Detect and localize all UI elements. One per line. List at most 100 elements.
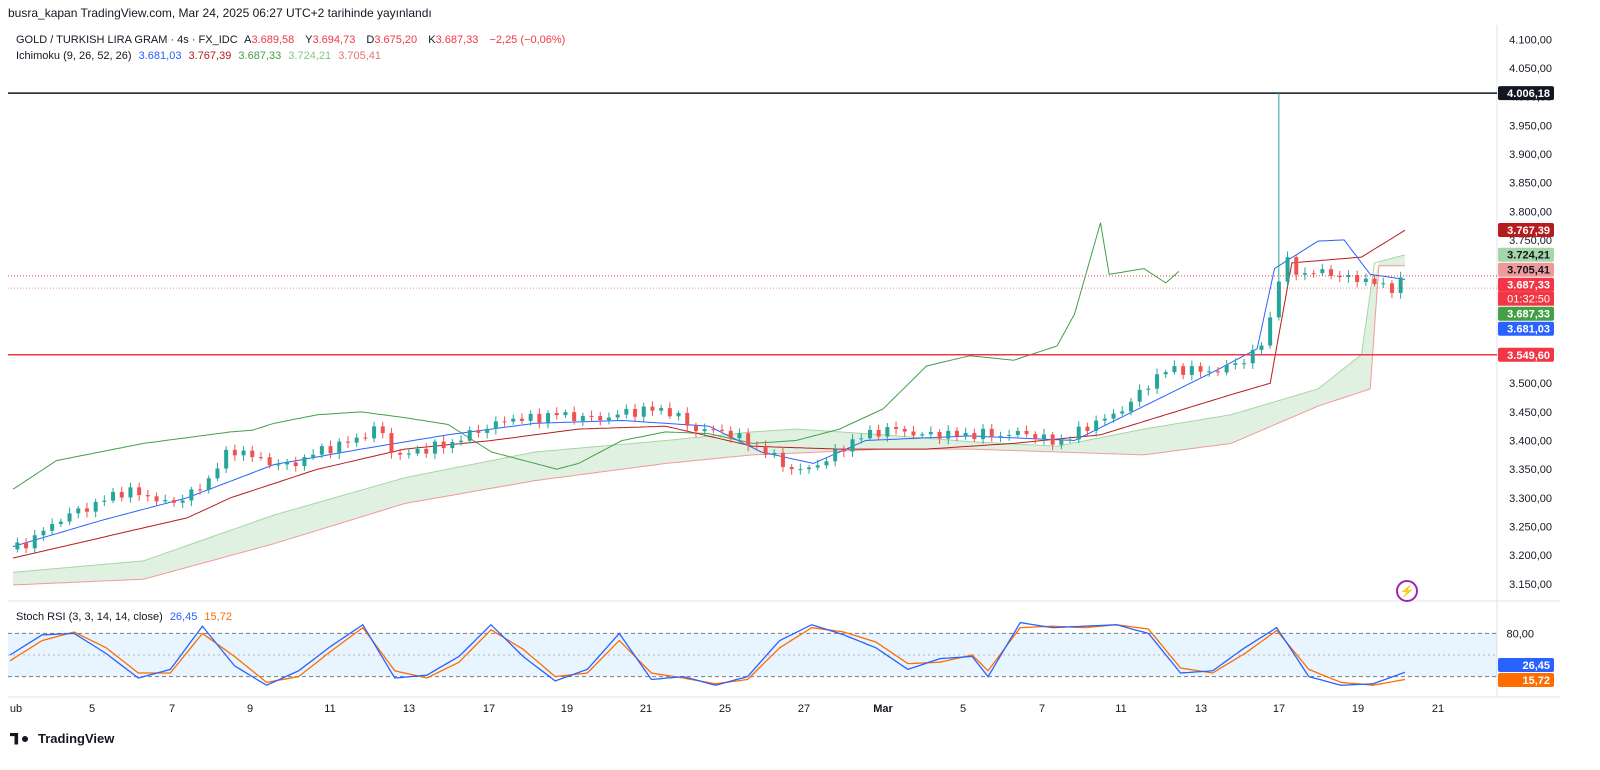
candle-body (293, 462, 298, 467)
candle-body (1294, 257, 1299, 275)
candle-body (528, 413, 533, 421)
candle-body (76, 508, 81, 514)
candle-body (928, 432, 933, 435)
stoch-d-value: 15,72 (204, 611, 232, 623)
candle-body (720, 429, 725, 431)
time-tick-label: ub (10, 703, 22, 715)
symbol-title[interactable]: GOLD / TURKISH LIRA GRAM · 4s · FX_IDC (16, 34, 238, 46)
candle-body (24, 542, 29, 549)
candle-body (328, 446, 333, 454)
candle-body (885, 427, 890, 437)
time-tick-label: 5 (960, 703, 966, 715)
candle-body (972, 432, 977, 440)
stoch-name[interactable]: Stoch RSI (3, 3, 14, 14, close) (16, 611, 163, 623)
senkou-span-b-line (12, 265, 1405, 586)
candle-body (563, 412, 568, 416)
price-tag-0: 3.767,39 (1507, 225, 1550, 237)
price-tag-sub-bg (1498, 291, 1554, 306)
level-tag-0: 4.006,18 (1507, 88, 1550, 100)
candle-body (1172, 366, 1177, 373)
lightning-icon[interactable]: ⚡ (1396, 580, 1418, 602)
candle-body (154, 496, 159, 502)
candle-body (746, 433, 751, 446)
candle-body (189, 489, 194, 501)
candle-body (493, 421, 498, 429)
candle-body (920, 434, 925, 436)
candle-body (763, 445, 768, 455)
candle-body (598, 416, 603, 421)
ichimoku-name[interactable]: Ichimoku (9, 26, 52, 26) (16, 50, 132, 62)
candle-body (267, 457, 272, 466)
candle-body (372, 426, 377, 439)
candle-body (1146, 388, 1151, 390)
main-legend: GOLD / TURKISH LIRA GRAM · 4s · FX_IDC A… (16, 34, 569, 46)
candle-body (432, 441, 437, 454)
candle-body (319, 446, 324, 455)
candle-body (128, 487, 133, 498)
candle-body (963, 432, 968, 437)
kumo-cloud (13, 254, 1405, 586)
time-tick-label: 13 (1195, 703, 1207, 715)
candle-body (841, 449, 846, 452)
candle-body (215, 468, 220, 479)
candle-body (198, 489, 203, 491)
stoch-tick-label: 80,00 (1506, 628, 1534, 640)
candle-body (702, 429, 707, 432)
candle-body (998, 435, 1003, 437)
candle-body (241, 450, 246, 456)
close-label: K (428, 34, 436, 46)
candle-body (171, 500, 176, 503)
candle-body (1242, 363, 1247, 365)
candle-body (1068, 439, 1073, 441)
price-tick-label: 3.850,00 (1509, 178, 1552, 190)
ichimoku-spanA-value: 3.724,21 (288, 50, 332, 62)
price-tick-label: 3.800,00 (1509, 206, 1552, 218)
price-tick-label: 3.500,00 (1509, 378, 1552, 390)
candle-body (946, 430, 951, 439)
candle-body (546, 413, 551, 423)
candle-body (867, 429, 872, 439)
candle-body (1155, 374, 1160, 389)
candle-body (1346, 275, 1351, 278)
candle-body (850, 439, 855, 452)
candle-body (780, 452, 785, 468)
candle-body (285, 462, 290, 465)
price-tick-label: 3.950,00 (1509, 120, 1552, 132)
candle-body (1059, 440, 1064, 445)
candle-body (119, 491, 124, 498)
candle-body (650, 406, 655, 411)
price-tick-label: 3.300,00 (1509, 493, 1552, 505)
time-tick-label: 9 (247, 703, 253, 715)
candle-body (476, 430, 481, 433)
candle-body (1085, 426, 1090, 431)
tradingview-logo[interactable]: TradingView (10, 731, 114, 746)
price-tick-label: 3.150,00 (1509, 579, 1552, 591)
candle-body (224, 449, 229, 469)
candle-body (824, 461, 829, 466)
time-tick-label: 5 (89, 703, 95, 715)
candle-body (1311, 273, 1316, 275)
low-label: D (366, 34, 375, 46)
stoch-k-line (9, 621, 1406, 686)
stoch-k-value: 26,45 (169, 611, 198, 623)
ichimoku-spanB-value: 3.705,41 (338, 50, 382, 62)
candle-body (511, 418, 516, 422)
price-tick-label: 3.400,00 (1509, 436, 1552, 448)
candle-body (1024, 430, 1029, 435)
candle-body (615, 414, 620, 418)
ichimoku-legend: Ichimoku (9, 26, 52, 26) 3.681,03 3.767,… (16, 50, 385, 62)
ichimoku-chikou-value: 3.687,33 (238, 50, 282, 62)
candle-body (1007, 435, 1012, 437)
stoch-d-tag-bg (1498, 672, 1554, 687)
time-tick-label: 17 (1273, 703, 1285, 715)
price-tick-label: 3.200,00 (1509, 550, 1552, 562)
low-value: 3.675,20 (374, 34, 418, 46)
candle-body (798, 469, 803, 471)
change-value: −2,25 (−0,06%) (489, 34, 566, 46)
candle-body (537, 413, 542, 423)
candle-body (1363, 278, 1368, 283)
time-tick-label: 21 (1432, 703, 1444, 715)
candle-body (589, 415, 594, 417)
level-tag-1: 3.549,60 (1507, 350, 1550, 362)
